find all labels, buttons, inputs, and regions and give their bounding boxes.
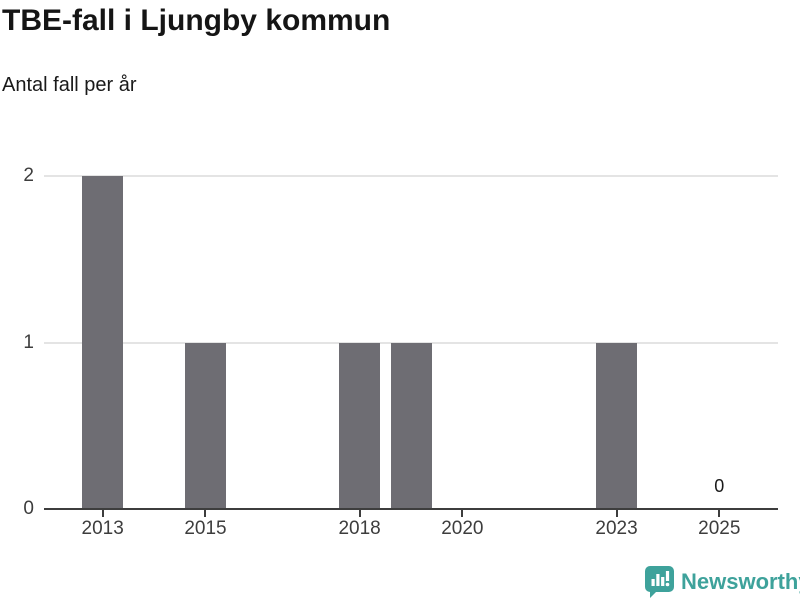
chart-subtitle: Antal fall per år [2, 74, 137, 96]
bar-2019 [390, 342, 432, 509]
x-tick-2023 [615, 510, 618, 517]
x-tick-2020 [461, 510, 464, 517]
x-axis-label-2015: 2015 [184, 518, 227, 539]
value-label-2025: 0 [714, 476, 725, 496]
x-axis-label-2020: 2020 [441, 518, 484, 539]
newsworthy-chart-bubble-icon [645, 566, 674, 598]
bar-2015 [184, 342, 226, 509]
y-axis-label-0: 0 [23, 498, 34, 519]
x-tick-2013 [101, 510, 104, 517]
x-axis-line [44, 508, 778, 510]
plot-area: 0 [44, 175, 778, 510]
x-tick-2025 [718, 510, 721, 517]
bar-2013 [82, 176, 124, 509]
x-tick-2015 [204, 510, 207, 517]
chart-title: TBE-fall i Ljungby kommun [2, 4, 391, 37]
x-axis-label-2013: 2013 [81, 518, 124, 539]
bar-2018 [339, 342, 381, 509]
x-axis-label-2023: 2023 [595, 518, 638, 539]
y-axis-label-1: 1 [23, 331, 34, 353]
brand-footer: Newsworthy [645, 566, 800, 598]
gridline-y-2 [44, 175, 778, 177]
y-axis-label-2: 2 [23, 165, 34, 186]
x-tick-2018 [358, 510, 361, 517]
brand-name: Newsworthy [681, 569, 800, 594]
bar-2023 [596, 342, 638, 509]
x-axis-label-2025: 2025 [698, 518, 741, 539]
x-axis-label-2018: 2018 [338, 518, 381, 539]
